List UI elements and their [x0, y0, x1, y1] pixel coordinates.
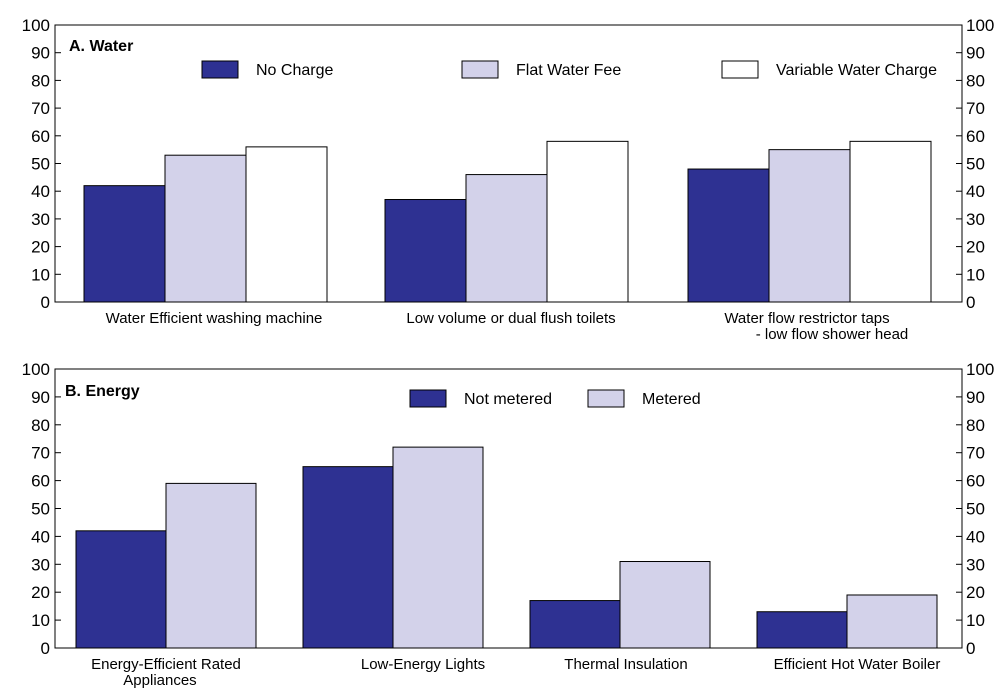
y-tick-label-right: 40: [966, 182, 985, 201]
legend-swatch: [201, 60, 239, 79]
bar-water-s2-c0: [245, 146, 328, 303]
panel-energy: 0 0 10 10 20 20 30 30 40 40 50 50 60 60 70 70 80 80 90 90 10…: [22, 360, 995, 689]
y-tick-label-right: 60: [966, 127, 985, 146]
y-tick-label-right: 30: [966, 555, 985, 574]
category-label: Efficient Hot Water Boiler: [774, 656, 941, 673]
y-tick-label-right: 100: [966, 360, 994, 379]
bar-energy-s0-c0: [75, 530, 167, 649]
y-tick-label-right: 100: [966, 16, 994, 35]
y-tick-label-right: 30: [966, 210, 985, 229]
y-tick-label-right: 50: [966, 500, 985, 519]
bar-water-s2-c1: [546, 140, 629, 303]
y-tick-label-left: 100: [22, 360, 50, 379]
legend-label: Metered: [642, 391, 701, 408]
bar-energy-s1-c3: [846, 594, 938, 649]
panel-title: A. Water: [69, 38, 133, 55]
y-tick-label-left: 40: [31, 527, 50, 546]
y-tick-label-right: 60: [966, 472, 985, 491]
legend: Not metered Metered: [409, 389, 701, 408]
bar-energy-s1-c2: [619, 561, 711, 649]
y-tick-label-left: 90: [31, 44, 50, 63]
y-tick-label-right: 20: [966, 238, 985, 257]
y-tick-label-right: 10: [966, 265, 985, 284]
y-tick-label-left: 20: [31, 583, 50, 602]
panel-water: 0 0 10 10 20 20 30 30 40 40 50 50 60 60 70 70 80 80 90 90 10…: [22, 16, 995, 343]
panel-title: B. Energy: [65, 383, 140, 400]
category-label: Low volume or dual flush toilets: [406, 310, 615, 327]
legend-label: Variable Water Charge: [776, 62, 937, 79]
bar-water-s0-c2: [687, 168, 770, 303]
y-tick-label-left: 60: [31, 472, 50, 491]
y-tick-label-right: 10: [966, 611, 985, 630]
legend-swatch: [409, 389, 447, 408]
y-tick-label-right: 70: [966, 99, 985, 118]
category-label: Thermal Insulation: [564, 656, 687, 673]
legend-swatch: [587, 389, 625, 408]
y-tick-label-left: 50: [31, 155, 50, 174]
y-tick-label-right: 90: [966, 388, 985, 407]
y-tick-label-right: 70: [966, 444, 985, 463]
y-tick-label-right: 0: [966, 639, 975, 658]
y-tick-label-left: 60: [31, 127, 50, 146]
y-tick-label-right: 20: [966, 583, 985, 602]
y-tick-label-right: 0: [966, 293, 975, 312]
category-label: Low-Energy Lights: [361, 656, 485, 673]
category-label: Water Efficient washing machine: [106, 310, 323, 327]
y-tick-label-right: 50: [966, 155, 985, 174]
y-tick-label-left: 80: [31, 71, 50, 90]
legend-swatch: [721, 60, 759, 79]
y-tick-label-left: 70: [31, 444, 50, 463]
y-tick-label-right: 80: [966, 416, 985, 435]
y-tick-label-left: 30: [31, 210, 50, 229]
y-tick-label-right: 40: [966, 527, 985, 546]
category-label: - low flow shower head: [756, 326, 909, 343]
legend-label: Not metered: [464, 391, 552, 408]
y-tick-label-left: 80: [31, 416, 50, 435]
y-tick-label-left: 0: [41, 293, 50, 312]
category-label: Appliances: [123, 672, 196, 689]
y-tick-label-left: 50: [31, 500, 50, 519]
bar-energy-s0-c3: [756, 611, 848, 649]
bar-water-s0-c1: [384, 199, 467, 303]
legend-swatch: [461, 60, 499, 79]
y-tick-label-left: 10: [31, 265, 50, 284]
y-tick-label-right: 80: [966, 71, 985, 90]
legend-label: No Charge: [256, 62, 333, 79]
y-tick-label-left: 90: [31, 388, 50, 407]
bar-energy-s0-c2: [529, 600, 621, 649]
bar-water-s1-c2: [768, 149, 851, 303]
bar-water-s0-c0: [83, 185, 166, 303]
y-tick-label-left: 20: [31, 238, 50, 257]
y-tick-label-left: 0: [41, 639, 50, 658]
bar-energy-s1-c1: [392, 446, 484, 649]
y-tick-label-left: 100: [22, 16, 50, 35]
legend-label: Flat Water Fee: [516, 62, 621, 79]
bar-energy-s0-c1: [302, 466, 394, 649]
y-tick-label-left: 10: [31, 611, 50, 630]
bar-water-s2-c2: [849, 140, 932, 303]
bar-water-s1-c0: [164, 154, 247, 303]
bar-energy-s1-c0: [165, 482, 257, 649]
y-tick-label-left: 40: [31, 182, 50, 201]
y-tick-label-right: 90: [966, 44, 985, 63]
y-tick-label-left: 30: [31, 555, 50, 574]
category-label: Water flow restrictor taps: [724, 310, 889, 327]
legend: No Charge Flat Water Fee Variable Water Ch…: [201, 60, 937, 79]
category-label: Energy-Efficient Rated: [91, 656, 241, 673]
bar-water-s1-c1: [465, 174, 548, 303]
y-tick-label-left: 70: [31, 99, 50, 118]
